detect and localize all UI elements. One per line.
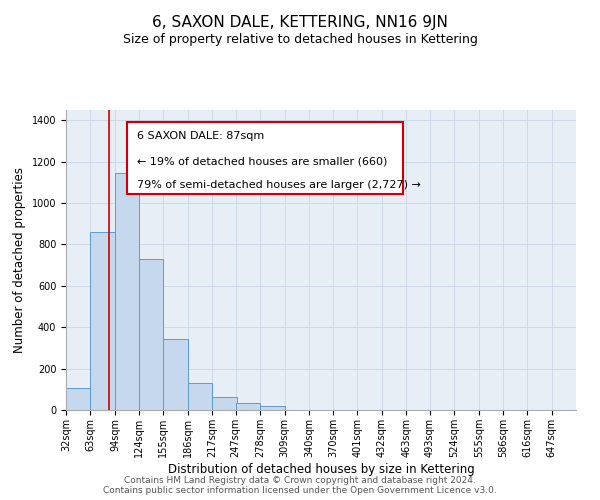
Text: 6, SAXON DALE, KETTERING, NN16 9JN: 6, SAXON DALE, KETTERING, NN16 9JN [152,15,448,30]
Bar [91,232,115,410]
X-axis label: Distribution of detached houses by size in Kettering: Distribution of detached houses by size … [167,462,475,475]
Bar [212,397,236,410]
Text: 6 SAXON DALE: 87sqm: 6 SAXON DALE: 87sqm [137,131,265,141]
Bar [260,406,284,410]
Text: Contains HM Land Registry data © Crown copyright and database right 2024.: Contains HM Land Registry data © Crown c… [124,476,476,485]
Bar [66,388,91,410]
Bar [188,383,212,410]
Text: Size of property relative to detached houses in Kettering: Size of property relative to detached ho… [122,32,478,46]
FancyBboxPatch shape [127,122,403,194]
Bar [163,338,188,410]
Y-axis label: Number of detached properties: Number of detached properties [13,167,26,353]
Text: Contains public sector information licensed under the Open Government Licence v3: Contains public sector information licen… [103,486,497,495]
Bar [236,404,260,410]
Text: ← 19% of detached houses are smaller (660): ← 19% of detached houses are smaller (66… [137,156,388,166]
Bar [139,259,163,410]
Text: 79% of semi-detached houses are larger (2,727) →: 79% of semi-detached houses are larger (… [137,180,421,190]
Bar [115,173,139,410]
